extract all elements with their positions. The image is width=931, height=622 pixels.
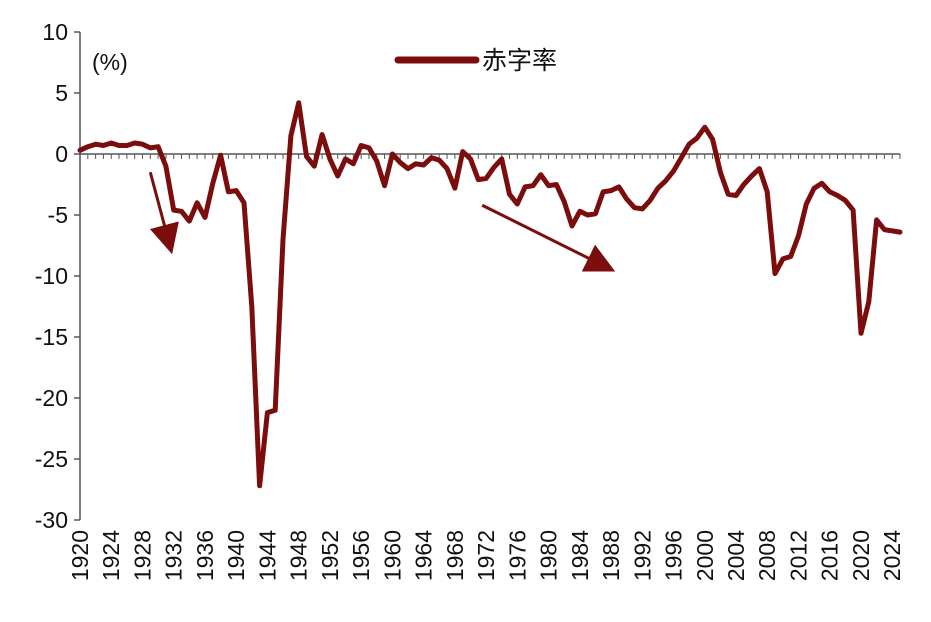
x-tick-label: 1944 [254, 530, 280, 581]
y-tick-label: -5 [48, 202, 68, 228]
x-tick-label: 1920 [67, 530, 93, 581]
x-tick-label: 1924 [98, 530, 124, 581]
annotation-layer [148, 171, 616, 272]
x-tick-label: 1972 [473, 530, 499, 581]
unit-label: (%) [92, 49, 128, 75]
x-tick-label: 1996 [661, 530, 687, 581]
x-tick-label: 1928 [129, 530, 155, 581]
series-line-0 [77, 100, 903, 489]
series-layer [77, 100, 903, 489]
x-tick-label: 1980 [536, 530, 562, 581]
x-tick-label: 2008 [754, 530, 780, 581]
y-tick-label: 10 [42, 19, 68, 45]
y-axis-ticks: 10 5 0 -5 -10 -15 -20 -25 -30 [35, 19, 80, 533]
legend-label: 赤字率 [482, 47, 557, 75]
x-tick-label: 1940 [223, 530, 249, 581]
x-tick-label: 1948 [286, 530, 312, 581]
y-tick-label: -15 [35, 324, 68, 350]
x-tick-label: 2000 [692, 530, 718, 581]
y-tick-label: -30 [35, 507, 68, 533]
x-tick-label: 2004 [723, 530, 749, 581]
x-tick-label: 1968 [442, 530, 468, 581]
x-tick-label: 2020 [848, 530, 874, 581]
x-tick-label: 1956 [348, 530, 374, 581]
axes [79, 32, 900, 520]
x-tick-label: 2016 [817, 530, 843, 581]
x-tick-label: 1952 [317, 530, 343, 581]
x-tick-label: 1984 [567, 530, 593, 581]
x-tick-label: 1936 [192, 530, 218, 581]
y-tick-label: -25 [35, 446, 68, 472]
legend: 赤字率 [394, 47, 557, 75]
x-tick-label: 2012 [785, 530, 811, 581]
trend-arrow-2 [481, 203, 616, 272]
x-tick-label: 2024 [879, 530, 905, 581]
x-tick-label: 1964 [411, 530, 437, 581]
x-tick-label: 1976 [504, 530, 530, 581]
x-tick-label: 1960 [379, 530, 405, 581]
x-tick-label: 1932 [161, 530, 187, 581]
x-axis-ticks: 1920 1924 1928 1932 1936 1940 1944 1948 1952 1956… [67, 154, 905, 581]
trend-arrow-1 [148, 171, 179, 255]
x-tick-label: 1988 [598, 530, 624, 581]
y-tick-label: 0 [55, 141, 68, 167]
y-tick-label: 5 [55, 80, 68, 106]
y-tick-label: -20 [35, 385, 68, 411]
y-tick-label: -10 [35, 263, 68, 289]
x-tick-label: 1992 [629, 530, 655, 581]
